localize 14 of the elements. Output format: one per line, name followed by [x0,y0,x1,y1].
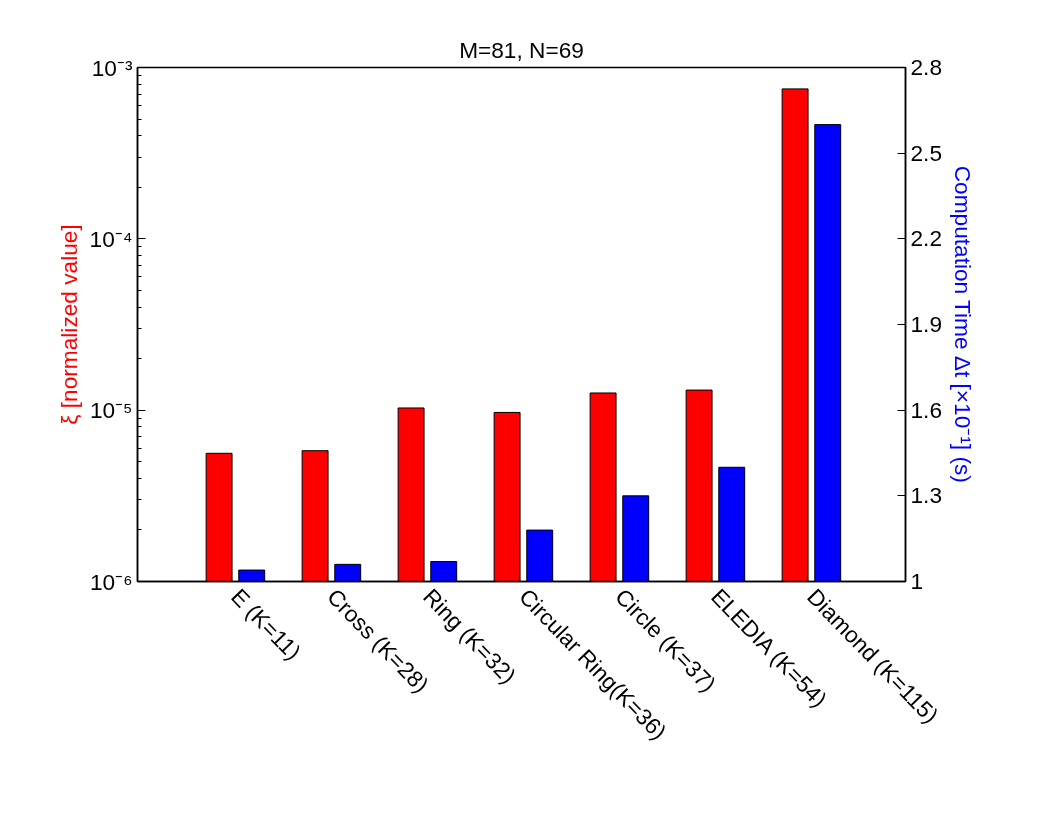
y2-tick-label: 1.9 [910,311,942,337]
y-tick-label: 10⁻⁴ [89,225,133,252]
y-tick-label: 10⁻⁶ [89,568,133,595]
y2-tick-label: 1 [910,568,924,594]
y2-tick-label: 2.8 [910,54,942,80]
y2-tick-label: 2.2 [910,225,942,252]
y-axis-title: ξ [normalized value] [55,224,82,425]
y2-tick-label: 1.6 [910,396,942,423]
y-tick-label: 10⁻³ [91,54,133,81]
y2-axis-title: Computation Time Δt [×10⁻¹] (s) [950,165,976,483]
y2-tick-label: 2.5 [910,139,942,166]
y-tick-label: 10⁻⁵ [89,397,133,424]
chart-title: M=81, N=69 [459,36,584,63]
y2-tick-label: 1.3 [910,482,942,509]
